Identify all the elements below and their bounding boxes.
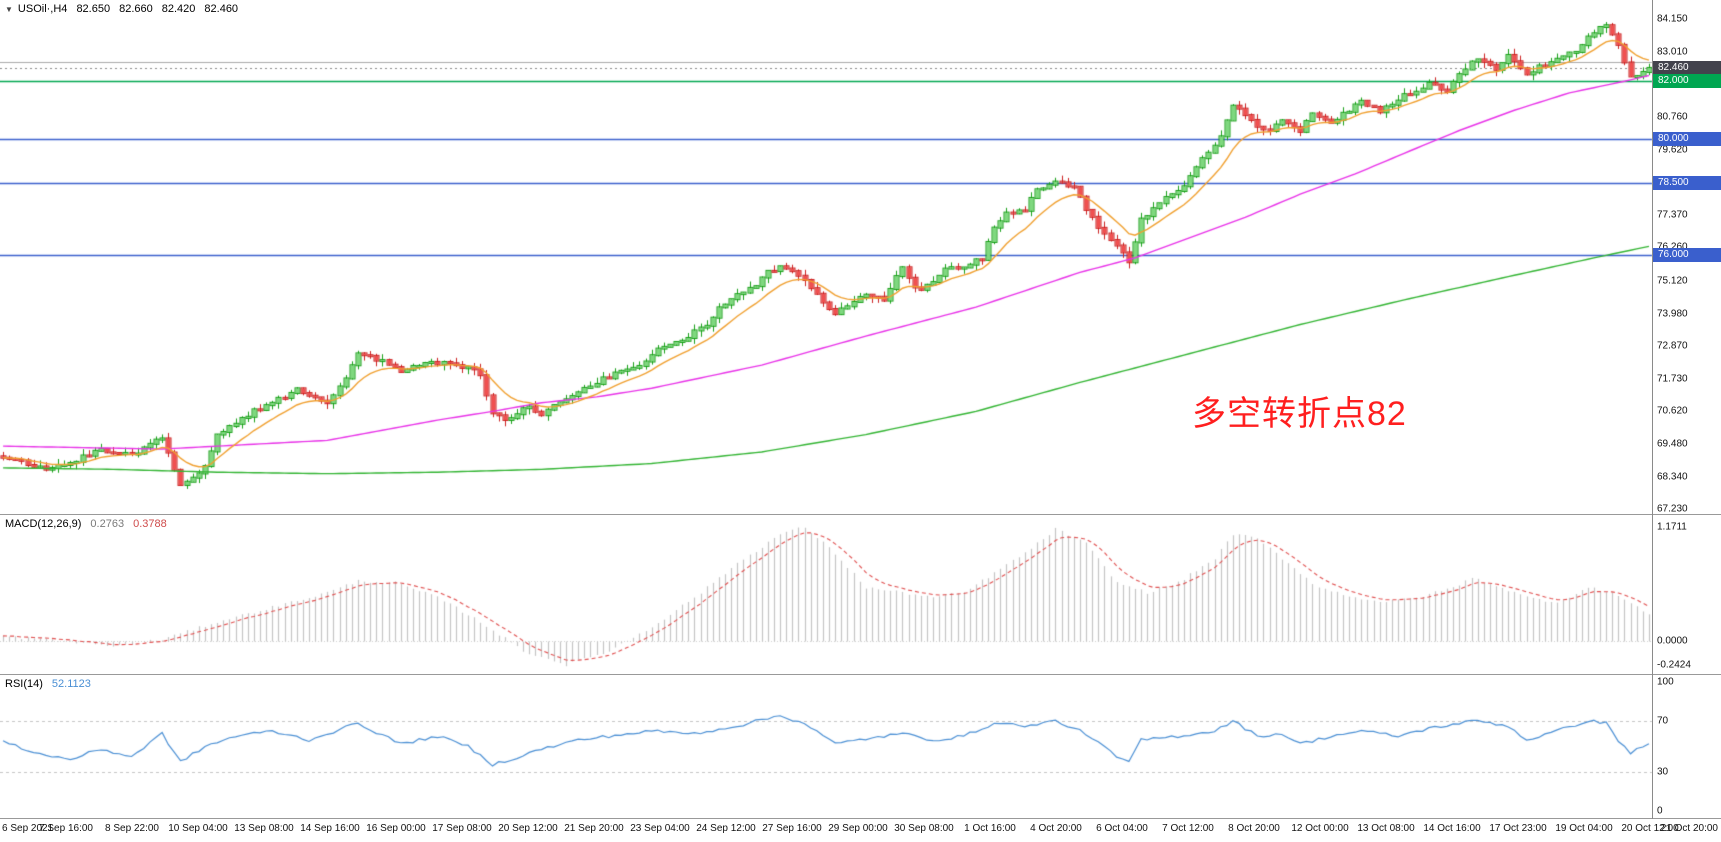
price-axis-label: 75.120 — [1657, 275, 1688, 286]
time-axis-label: 14 Oct 16:00 — [1423, 823, 1481, 834]
macd-header: MACD(12,26,9) 0.2763 0.3788 — [5, 518, 167, 530]
bar-low-value: 82.420 — [161, 3, 196, 15]
time-axis-label: 13 Sep 08:00 — [234, 823, 294, 834]
time-axis-label: 20 Sep 12:00 — [498, 823, 558, 834]
collapse-toggle-icon[interactable]: ▼ — [5, 4, 13, 14]
time-axis-label: 19 Oct 04:00 — [1555, 823, 1613, 834]
price-axis-label: 73.980 — [1657, 308, 1688, 320]
macd-indicator-panel: MACD(12,26,9) 0.2763 0.3788 — [0, 515, 1721, 675]
price-chart-canvas[interactable] — [0, 0, 1721, 514]
price-axis-label: 79.620 — [1657, 144, 1688, 156]
bar-high-value: 82.660 — [119, 3, 153, 15]
price-level-badge: 80.000 — [1653, 132, 1721, 147]
price-chart-panel: ▼ USOil·,H4 82.650 82.660 82.420 82.460 … — [0, 0, 1721, 515]
macd-canvas[interactable] — [0, 515, 1721, 674]
time-axis-label: 12 Oct 00:00 — [1291, 823, 1349, 834]
rsi-header: RSI(14) 52.1123 — [5, 678, 91, 690]
time-axis-label: 6 Sep 2021 — [2, 823, 54, 834]
price-axis-label: 83.010 — [1657, 46, 1688, 58]
price-level-badge: 82.460 — [1653, 60, 1721, 75]
time-axis-label: 6 Oct 04:00 — [1096, 823, 1148, 834]
bar-close-value: 82.460 — [204, 3, 239, 15]
price-axis-label: 72.870 — [1657, 340, 1688, 352]
time-axis-label: 14 Sep 16:00 — [300, 823, 360, 834]
time-axis-label: 21 Sep 20:00 — [564, 823, 624, 834]
time-axis-label: 24 Sep 12:00 — [696, 823, 756, 834]
price-axis-label: 70.620 — [1657, 405, 1688, 417]
price-level-badge: 76.000 — [1653, 248, 1721, 263]
macd-main-value: 0.2763 — [90, 518, 125, 530]
rsi-axis-label: 0 — [1657, 805, 1663, 817]
macd-axis-label: 0.0000 — [1657, 635, 1688, 647]
price-axis-label: 71.730 — [1657, 373, 1688, 385]
time-axis-label: 7 Sep 16:00 — [39, 823, 93, 834]
time-axis-label: 8 Oct 20:00 — [1228, 823, 1280, 834]
price-axis-label: 69.480 — [1657, 438, 1688, 450]
time-axis-label: 4 Oct 20:00 — [1030, 823, 1082, 834]
time-axis-label: 16 Sep 00:00 — [366, 823, 426, 834]
rsi-label: RSI(14) — [5, 678, 43, 690]
time-axis-label: 13 Oct 08:00 — [1357, 823, 1415, 834]
bar-open-value: 82.650 — [76, 3, 111, 15]
chart-header: ▼ USOil·,H4 82.650 82.660 82.420 82.460 — [5, 3, 238, 15]
symbol-timeframe-label: USOil·,H4 — [17, 3, 68, 15]
price-axis-label: 77.370 — [1657, 209, 1688, 221]
time-axis-label: 29 Sep 00:00 — [828, 823, 888, 834]
time-axis-label: 8 Sep 22:00 — [105, 823, 159, 834]
time-axis-label: 30 Sep 08:00 — [894, 823, 954, 834]
price-scale-axis-line — [1652, 0, 1653, 819]
macd-signal-value: 0.3788 — [133, 518, 167, 530]
time-axis-label: 23 Sep 04:00 — [630, 823, 690, 834]
price-level-badge: 78.500 — [1653, 175, 1721, 190]
rsi-indicator-panel: RSI(14) 52.1123 — [0, 675, 1721, 819]
rsi-axis-label: 100 — [1657, 676, 1674, 688]
time-axis-label: 7 Oct 12:00 — [1162, 823, 1214, 834]
time-axis-label: 17 Sep 08:00 — [432, 823, 492, 834]
price-level-badge: 82.000 — [1653, 74, 1721, 89]
time-axis-label: 27 Sep 16:00 — [762, 823, 822, 834]
macd-label: MACD(12,26,9) — [5, 518, 82, 530]
chart-annotation-text: 多空转折点82 — [1192, 395, 1407, 433]
price-axis-label: 80.760 — [1657, 111, 1688, 123]
time-axis-label: 20 Oct 12:00 — [1621, 823, 1679, 834]
time-axis-label: 21 Oct 20:00 — [1660, 823, 1718, 834]
time-axis: 6 Sep 2021 7 Sep 16:00 8 Sep 22:00 10 Sep 0… — [0, 819, 1721, 842]
time-axis-label: 10 Sep 04:00 — [168, 823, 228, 834]
rsi-axis-label: 70 — [1657, 715, 1669, 727]
macd-axis-label: -0.2424 — [1657, 659, 1691, 671]
price-axis-label: 84.150 — [1657, 13, 1688, 25]
rsi-axis-label: 30 — [1657, 766, 1669, 778]
price-axis-label: 76.260 — [1657, 242, 1688, 253]
rsi-canvas[interactable] — [0, 675, 1721, 818]
price-axis-label: 67.230 — [1657, 503, 1688, 515]
macd-axis-label: 1.1711 — [1657, 521, 1687, 533]
time-axis-label: 17 Oct 23:00 — [1489, 823, 1547, 834]
rsi-value: 52.1123 — [51, 678, 91, 690]
price-axis-label: 68.340 — [1657, 471, 1688, 483]
time-axis-label: 1 Oct 16:00 — [964, 823, 1016, 834]
